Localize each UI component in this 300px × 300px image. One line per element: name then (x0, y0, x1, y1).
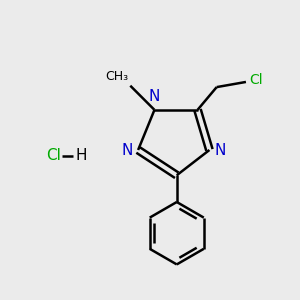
Text: N: N (122, 142, 133, 158)
Text: Cl: Cl (46, 148, 61, 164)
Text: Cl: Cl (249, 74, 262, 88)
Text: N: N (215, 142, 226, 158)
Text: H: H (76, 148, 87, 164)
Text: CH₃: CH₃ (105, 70, 128, 83)
Text: N: N (149, 89, 160, 104)
